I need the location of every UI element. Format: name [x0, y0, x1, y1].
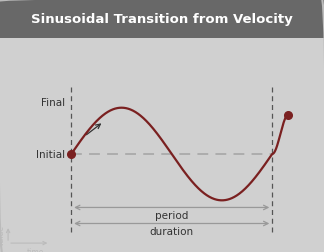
Text: Final: Final [41, 98, 65, 108]
Text: Sinusoidal Transition from Velocity: Sinusoidal Transition from Velocity [31, 13, 293, 26]
Text: Initial: Initial [36, 149, 65, 159]
Text: duration: duration [150, 226, 194, 236]
Text: period: period [155, 210, 189, 220]
Text: time: time [27, 247, 44, 252]
Text: value: value [0, 224, 6, 245]
